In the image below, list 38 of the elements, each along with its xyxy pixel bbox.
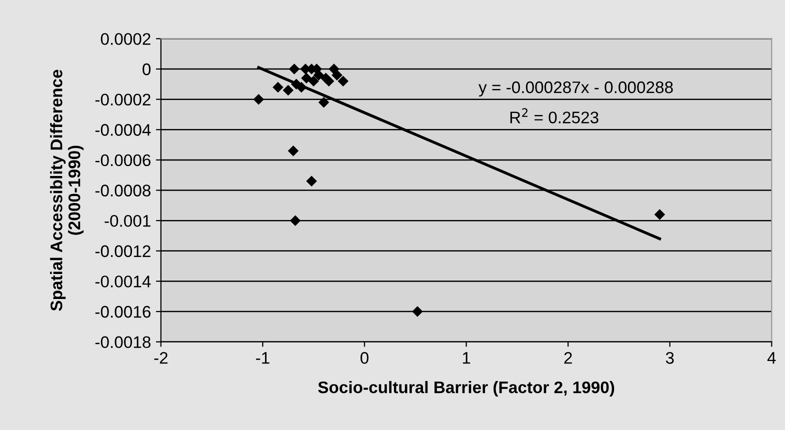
point	[288, 145, 299, 156]
x-tick-label: 1	[462, 352, 470, 364]
point	[288, 64, 300, 74]
y-tick-label: -0.0012	[95, 245, 150, 258]
point	[272, 82, 284, 93]
y-tick-label: -0.0018	[95, 336, 150, 348]
x-tick-label: -2	[154, 352, 168, 364]
x-tick-label: -1	[256, 352, 270, 364]
point	[253, 94, 264, 105]
y-tick-label: -0.0004	[95, 124, 151, 136]
y-tick-label: -0.0008	[95, 184, 150, 196]
x-axis-title: Socio-cultural Barrier (Factor 2, 1990)	[318, 381, 614, 397]
point	[332, 70, 342, 80]
annotation: y = -0.000287x - 0.000288	[478, 81, 673, 96]
point	[323, 76, 334, 87]
point	[308, 76, 319, 87]
point	[282, 84, 294, 96]
point	[296, 82, 307, 93]
y-tick-label: -0.0006	[95, 154, 150, 166]
point	[338, 76, 349, 87]
point	[412, 306, 423, 317]
point	[290, 215, 301, 226]
x-tick-label: 2	[564, 352, 572, 364]
point	[301, 72, 312, 84]
y-tick-label: -0.0014	[95, 276, 151, 288]
point	[654, 209, 666, 220]
x-tick-label: 0	[360, 352, 368, 364]
y-tick-label: -0.0002	[95, 94, 150, 106]
x-tick-label: 4	[767, 352, 776, 364]
point	[318, 96, 330, 108]
point	[306, 176, 317, 187]
y-tick-label: 0	[142, 63, 151, 76]
y-tick-label: 0.0002	[100, 33, 150, 45]
x-tick-label: 3	[666, 352, 674, 364]
y-axis-title: Spatial Accessiblity Difference (2000-1990)	[50, 70, 84, 311]
y-tick-label: -0.0016	[95, 306, 150, 318]
y-tick-label: -0.001	[104, 214, 150, 227]
annotation: R$^{2}$ = 0.2523	[510, 108, 598, 124]
